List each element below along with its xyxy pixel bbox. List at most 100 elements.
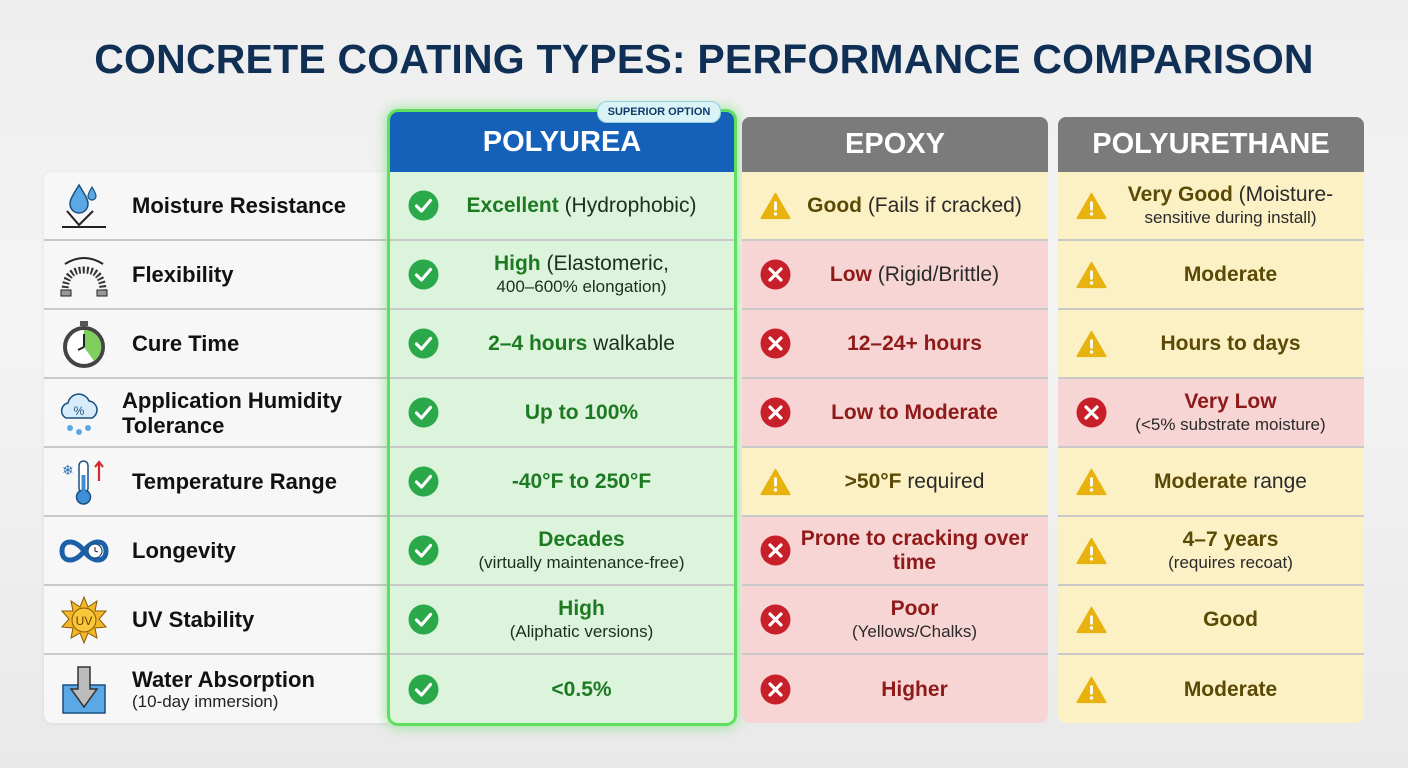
cell-detail: (Moisture- xyxy=(1232,183,1334,206)
cell-text: High (Aliphatic versions) xyxy=(439,597,734,642)
cell-main-value: 4–7 years xyxy=(1182,528,1279,551)
check-circle-icon xyxy=(408,604,439,635)
check-circle-icon xyxy=(408,190,439,221)
criterion-label: Moisture Resistance xyxy=(132,193,346,218)
cell-detail: (Elastomeric, xyxy=(540,252,669,275)
comparison-cell: -40°F to 250°F xyxy=(390,448,734,517)
cell-main-value: 2–4 hours xyxy=(488,331,588,355)
check-circle-icon xyxy=(408,397,439,428)
x-circle-icon xyxy=(760,259,791,290)
x-circle-icon xyxy=(760,397,791,428)
cell-subtext: (<5% substrate moisture) xyxy=(1135,415,1326,434)
comparison-cell: Moderate xyxy=(1058,655,1364,723)
comparison-cell: High (Aliphatic versions) xyxy=(390,586,734,655)
cell-text: Moderate xyxy=(1107,678,1364,702)
comparison-cell: Good xyxy=(1058,586,1364,655)
x-circle-icon xyxy=(760,674,791,705)
column-epoxy: EPOXY Good (Fails if cracked) Low (Rigid… xyxy=(742,117,1048,723)
comparison-cell: <0.5% xyxy=(390,655,734,723)
column-header-polyurethane: POLYURETHANE xyxy=(1058,117,1364,172)
cell-text: Excellent (Hydrophobic) xyxy=(439,194,734,218)
cell-main-value: Good xyxy=(807,193,862,217)
cell-text: Decades (virtually maintenance-free) xyxy=(439,528,734,573)
comparison-cell: Good (Fails if cracked) xyxy=(742,172,1048,241)
comparison-cell: Up to 100% xyxy=(390,379,734,448)
warning-triangle-icon xyxy=(1076,674,1107,705)
criterion-row: Cure Time xyxy=(44,310,388,379)
criterion-row: UV UV Stability xyxy=(44,586,388,655)
cell-main-value: Good xyxy=(1203,607,1258,631)
comparison-cell: Prone to cracking over time xyxy=(742,517,1048,586)
cell-detail: (Rigid/Brittle) xyxy=(871,262,1000,286)
check-circle-icon xyxy=(408,674,439,705)
stopwatch-icon xyxy=(54,319,114,369)
check-circle-icon xyxy=(408,466,439,497)
warning-triangle-icon xyxy=(1076,535,1107,566)
cell-main-value: >50°F xyxy=(844,469,902,493)
comparison-cell: Hours to days xyxy=(1058,310,1364,379)
cell-text: Good (Fails if cracked) xyxy=(791,194,1048,218)
water-drop-icon xyxy=(54,181,114,231)
criterion-label: Application Humidity Tolerance xyxy=(122,388,388,438)
cell-text: >50°F required xyxy=(791,470,1048,494)
x-circle-icon xyxy=(760,328,791,359)
cell-text: Hours to days xyxy=(1107,332,1364,356)
criterion-label: Longevity xyxy=(132,538,236,563)
cell-main-value: 12–24+ hours xyxy=(847,331,982,355)
comparison-cell: 12–24+ hours xyxy=(742,310,1048,379)
x-circle-icon xyxy=(760,604,791,635)
criterion-label: Cure Time xyxy=(132,331,239,356)
cell-detail: walkable xyxy=(587,331,675,355)
cell-main-value: High xyxy=(558,597,605,620)
cell-text: Higher xyxy=(791,678,1048,702)
cell-text: Low to Moderate xyxy=(791,401,1048,425)
criterion-row: Water Absorption (10-day immersion) xyxy=(44,655,388,724)
cell-text: Moderate xyxy=(1107,263,1364,287)
criterion-label-text: Moisture Resistance xyxy=(132,193,346,218)
water-immersion-icon xyxy=(54,665,114,715)
cell-main-value: Moderate xyxy=(1154,469,1248,493)
cell-text: Prone to cracking over time xyxy=(791,527,1048,575)
criterion-label-text: Longevity xyxy=(132,538,236,563)
check-circle-icon xyxy=(408,328,439,359)
cell-main-value: Moderate xyxy=(1183,262,1278,286)
cell-main-value: Hours to days xyxy=(1160,331,1301,355)
svg-text:❄: ❄ xyxy=(62,463,74,479)
cell-main-value: Poor xyxy=(890,597,939,620)
cell-detail: (Hydrophobic) xyxy=(558,193,697,217)
cell-main-value: Very Good xyxy=(1127,183,1233,206)
cell-main-value: Moderate xyxy=(1183,677,1278,701)
comparison-cell: Poor (Yellows/Chalks) xyxy=(742,586,1048,655)
criterion-label-text: Temperature Range xyxy=(132,469,337,494)
cell-text: Up to 100% xyxy=(439,401,734,425)
cell-main-value: Low to Moderate xyxy=(831,400,998,424)
comparison-cell: Moderate xyxy=(1058,241,1364,310)
comparison-cell: 4–7 years (requires recoat) xyxy=(1058,517,1364,586)
comparison-cell: Higher xyxy=(742,655,1048,723)
cell-detail: required xyxy=(901,469,985,493)
cell-main-value: Very Low xyxy=(1184,390,1277,413)
cell-main-value: Excellent xyxy=(466,193,559,217)
uv-sun-icon: UV xyxy=(54,595,114,645)
criterion-label: Temperature Range xyxy=(132,469,337,494)
page-title: CONCRETE COATING TYPES: PERFORMANCE COMP… xyxy=(94,36,1314,82)
criterion-row: Longevity xyxy=(44,517,388,586)
comparison-cell: Decades (virtually maintenance-free) xyxy=(390,517,734,586)
cell-text: Very Good (Moisture-sensitive during ins… xyxy=(1107,183,1364,228)
cell-text: High (Elastomeric, 400–600% elongation) xyxy=(439,252,734,297)
svg-text:%: % xyxy=(74,404,85,418)
criterion-label-text: Flexibility xyxy=(132,262,234,287)
comparison-cell: Very Low (<5% substrate moisture) xyxy=(1058,379,1364,448)
cell-main-value: Low xyxy=(829,262,872,286)
cell-subtext: (Yellows/Chalks) xyxy=(851,622,978,641)
x-circle-icon xyxy=(760,535,791,566)
comparison-cell: Excellent (Hydrophobic) xyxy=(390,172,734,241)
criterion-label-text: UV Stability xyxy=(132,607,255,632)
warning-triangle-icon xyxy=(1076,190,1107,221)
cell-main-value: Prone to cracking over time xyxy=(800,526,1029,574)
cell-subtext: (virtually maintenance-free) xyxy=(478,553,685,572)
column-polyurea: POLYUREA Excellent (Hydrophobic) High (E… xyxy=(390,112,734,723)
warning-triangle-icon xyxy=(1076,328,1107,359)
check-circle-icon xyxy=(408,259,439,290)
column-header-epoxy: EPOXY xyxy=(742,117,1048,172)
